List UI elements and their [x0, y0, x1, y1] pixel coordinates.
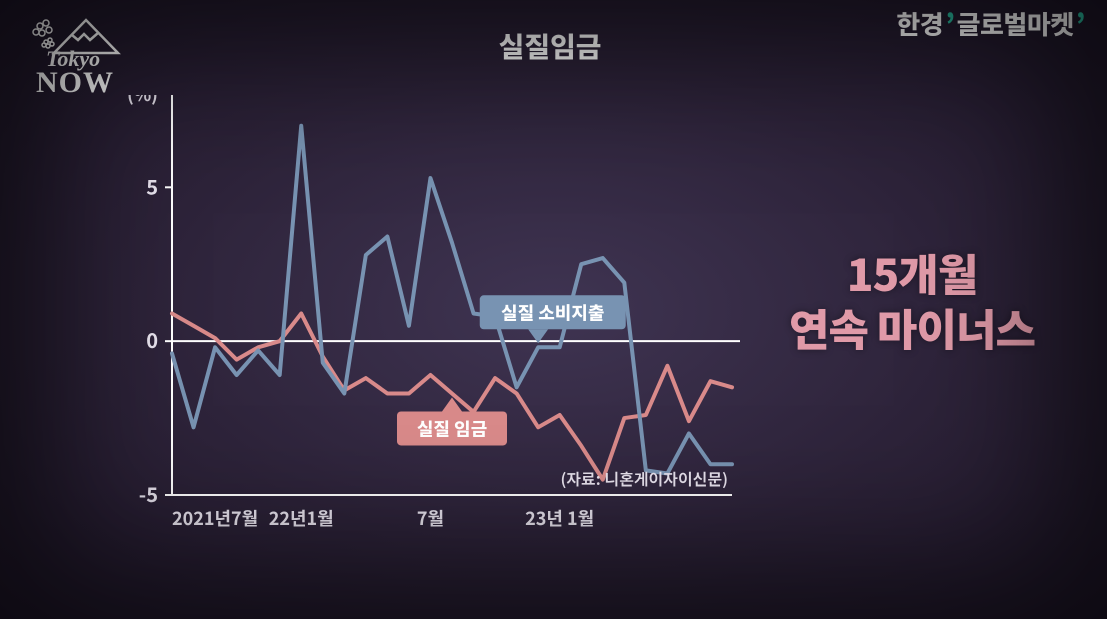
- x-tick-label: 22년1월: [269, 505, 334, 531]
- tokyo-now-logo: Tokyo NOW: [14, 8, 154, 98]
- tokyo-now-line2: NOW: [36, 66, 114, 98]
- hankyung-brand2: 글로벌마켓: [957, 11, 1074, 37]
- y-unit-label: (%): [127, 95, 158, 107]
- accent-tick-icon: ’: [945, 10, 954, 38]
- consumption-callout-label: 실질 소비지출: [501, 299, 604, 325]
- x-tick-label: 23년 1월: [525, 505, 594, 531]
- y-tick-label: 5: [146, 171, 158, 200]
- headline: 15개월 연속 마이너스: [757, 245, 1067, 355]
- headline-line1: 15개월: [757, 245, 1067, 300]
- accent-tick-icon: ’: [1076, 10, 1085, 38]
- hankyung-brand1: 한경: [896, 11, 943, 37]
- headline-line2: 연속 마이너스: [757, 300, 1067, 355]
- y-tick-label: -5: [139, 479, 158, 508]
- y-tick-label: 0: [146, 325, 158, 354]
- hankyung-logo: 한경 ’ 글로벌마켓 ’: [896, 10, 1087, 38]
- chart-source: (자료: 니혼게이자이신문): [560, 466, 728, 490]
- series-wage: [172, 313, 732, 479]
- x-tick-label: 2021년7월: [172, 505, 258, 531]
- chart-title: 실질임금: [420, 26, 680, 66]
- x-tick-label: 7월: [417, 505, 444, 531]
- wage-callout-label: 실질 임금: [417, 415, 487, 441]
- chart: -5 0 5 (%) 2021년7월 22년1월 7월 23년 1월 실질 임금 실질 소비지출 (…: [120, 95, 740, 545]
